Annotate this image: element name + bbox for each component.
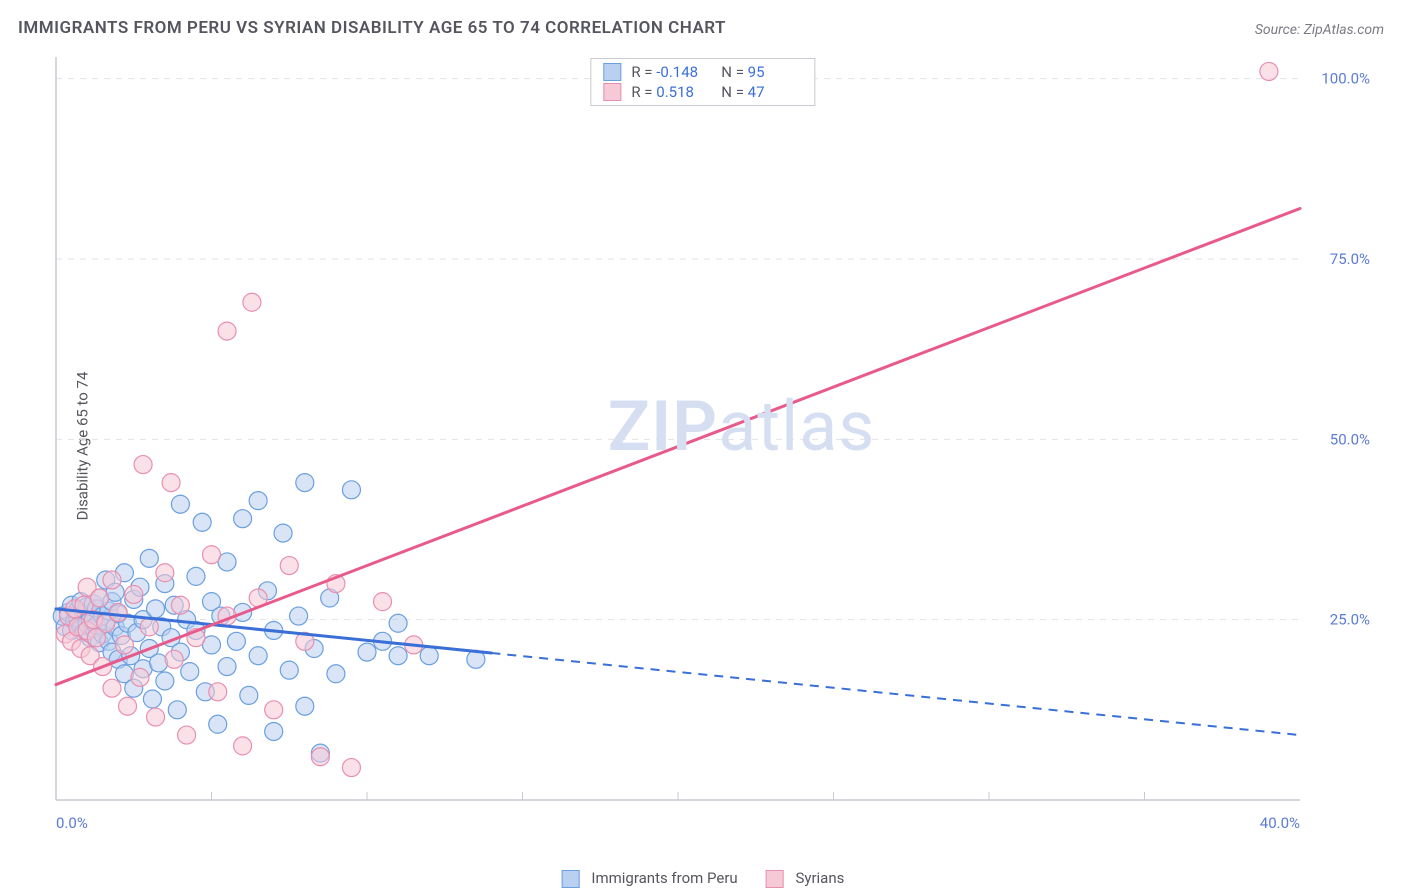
svg-text:50.0%: 50.0% bbox=[1330, 430, 1370, 448]
legend-swatch-syrians bbox=[766, 870, 784, 888]
legend-row-syrians: R = 0.518 N = 47 bbox=[591, 82, 814, 102]
scatter-plot-svg: 25.0% 50.0% 75.0% 100.0% 0.0% 40.0% bbox=[50, 55, 1380, 830]
legend-swatch-peru bbox=[562, 870, 580, 888]
svg-text:0.0%: 0.0% bbox=[56, 814, 88, 832]
source-attribution: Source: ZipAtlas.com bbox=[1255, 22, 1384, 38]
svg-text:40.0%: 40.0% bbox=[1260, 814, 1300, 832]
legend-row-peru: R = -0.148 N = 95 bbox=[591, 62, 814, 82]
series-legend: Immigrants from Peru Syrians bbox=[562, 869, 845, 888]
chart-title: IMMIGRANTS FROM PERU VS SYRIAN DISABILIT… bbox=[18, 18, 726, 38]
svg-text:75.0%: 75.0% bbox=[1330, 250, 1370, 268]
chart-area: 25.0%50.0%75.0%100.0%0.0%40.0% ZIPatlas bbox=[50, 55, 1380, 830]
svg-text:100.0%: 100.0% bbox=[1321, 70, 1370, 88]
legend-swatch-peru bbox=[603, 63, 621, 81]
legend-item-peru: Immigrants from Peru bbox=[562, 869, 738, 888]
svg-text:25.0%: 25.0% bbox=[1330, 611, 1370, 629]
legend-swatch-syrians bbox=[603, 83, 621, 101]
legend-item-syrians: Syrians bbox=[766, 869, 845, 888]
correlation-legend: R = -0.148 N = 95 R = 0.518 N = 47 bbox=[590, 58, 815, 106]
